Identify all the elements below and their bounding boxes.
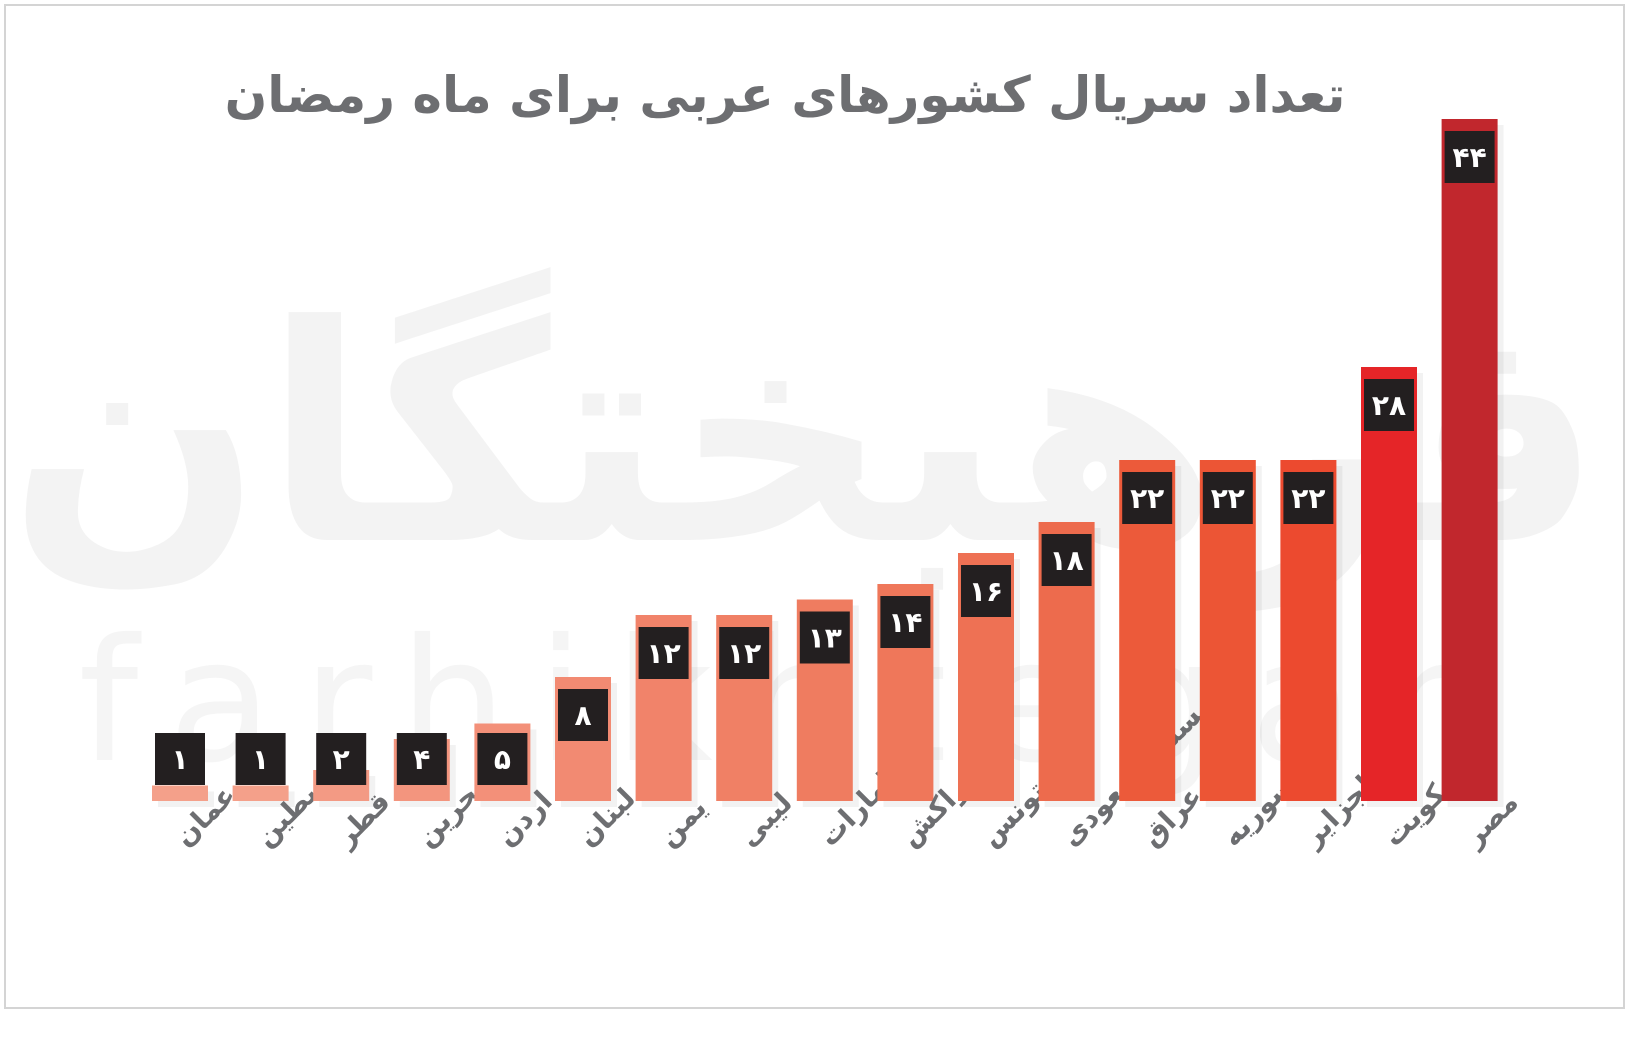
value-label: ۲۲ [1130, 482, 1164, 515]
value-label-box [558, 689, 608, 741]
value-label: ۵ [494, 743, 511, 776]
value-label-box [1444, 131, 1495, 183]
value-label: ۱۴ [888, 606, 922, 639]
value-label: ۱ [171, 743, 188, 776]
value-label-box [477, 733, 528, 785]
value-label: ۱۲ [647, 637, 681, 670]
value-label: ۲۲ [1291, 482, 1325, 515]
value-label-box [316, 733, 367, 785]
value-label: ۲۲ [1211, 482, 1245, 515]
value-label: ۱۶ [969, 575, 1003, 608]
value-label: ۴۴ [1453, 141, 1487, 174]
value-label-box [880, 596, 931, 648]
value-label: ۱ [252, 743, 269, 776]
value-label: ۴ [413, 743, 430, 776]
value-label: ۱۲ [727, 637, 761, 670]
bar [1441, 119, 1498, 801]
value-label-box [155, 733, 205, 785]
chart-frame [4, 4, 1625, 1009]
value-label-box [799, 611, 850, 664]
value-label-box [1202, 472, 1253, 524]
bar [152, 785, 208, 801]
value-label-box [1122, 472, 1173, 524]
value-label-box [1041, 534, 1092, 586]
value-label: ۸ [574, 699, 591, 732]
chart-title: تعداد سریال کشورهای عربی برای ماه رمضان [225, 66, 1346, 125]
watermark-persian: فرهیختگان [7, 262, 1602, 615]
value-label-box [235, 733, 286, 785]
value-label-box [638, 627, 689, 679]
value-label: ۱۳ [808, 622, 842, 655]
value-label-box [1364, 379, 1414, 431]
value-label-box [396, 733, 447, 785]
value-label: ۲ [333, 743, 350, 776]
bar [1361, 367, 1417, 801]
value-label-box [1283, 472, 1334, 524]
value-label-box [719, 627, 770, 679]
bars-group: ۱عمان۱فلسطین۲قطر۴بحرین۵اردن۸لبنان۱۲یمن۱۲… [152, 119, 1525, 854]
value-label: ۱۸ [1050, 544, 1084, 577]
value-label: ۲۸ [1372, 389, 1406, 422]
watermark: فرهیختگان farhikhtegan [7, 262, 1602, 801]
bar [232, 785, 289, 801]
value-label-box [961, 565, 1011, 617]
watermark-latin: farhikhtegan [78, 603, 1521, 801]
